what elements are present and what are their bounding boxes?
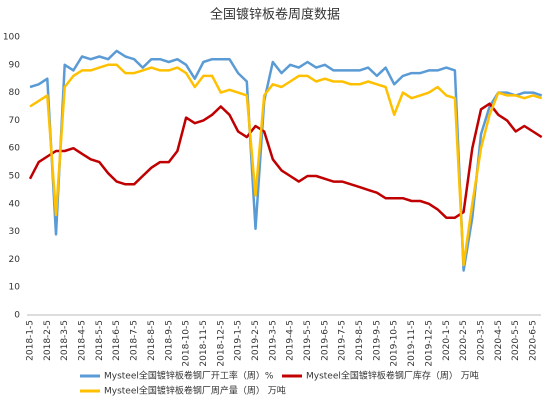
x-tick-label: 2020-4-5 [494,320,504,361]
y-tick-label: 100 [3,33,20,43]
x-tick-label: 2018-4-5 [78,320,88,361]
x-tick-label: 2018-12-5 [216,320,226,367]
x-tick-label: 2019-1-5 [234,320,244,361]
y-tick-label: 80 [9,88,21,98]
y-tick-label: 10 [9,283,21,293]
x-tick-label: 2019-9-5 [372,320,382,361]
legend-label: Mysteel全国镀锌板卷钢厂开工率（周）% [104,370,274,382]
x-tick-label: 2020-2-5 [459,320,469,361]
x-tick-label: 2019-11-5 [407,320,417,367]
series-line [29,63,543,267]
x-tick-label: 2019-2-5 [251,320,261,361]
y-tick-label: 40 [9,199,21,209]
x-tick-label: 2018-7-5 [130,320,140,361]
x-tick-label: 2019-4-5 [286,320,296,361]
x-tick-label: 2018-1-5 [26,320,36,361]
series-line [28,102,543,219]
x-tick-label: 2018-10-5 [182,320,192,367]
x-tick-label: 2019-12-5 [424,320,434,367]
x-tick-label: 2018-3-5 [60,320,70,361]
x-tick-label: 2020-5-5 [511,320,521,361]
x-tick-label: 2019-3-5 [268,320,278,361]
y-tick-label: 70 [9,116,21,126]
x-tick-label: 2020-3-5 [476,320,486,361]
legend-label: Mysteel全国镀锌板卷钢厂周产量（周） 万吨 [104,385,286,397]
y-tick-label: 20 [9,255,21,265]
x-tick-label: 2018-11-5 [199,320,209,367]
x-tick-label: 2020-1-5 [442,320,452,361]
legend-label: Mysteel全国镀锌板卷钢厂库存（周） 万吨 [306,370,479,382]
x-tick-label: 2019-8-5 [355,320,365,361]
x-tick-label: 2018-9-5 [164,320,174,361]
y-tick-label: 90 [9,60,21,70]
x-tick-label: 2020-6-5 [529,320,539,361]
y-tick-label: 30 [9,227,21,237]
x-tick-label: 2019-5-5 [303,320,313,361]
y-tick-label: 50 [9,172,21,182]
x-tick-label: 2019-7-5 [338,320,348,361]
x-tick-label: 2018-5-5 [95,320,105,361]
x-tick-label: 2018-6-5 [112,320,122,361]
x-tick-label: 2018-8-5 [147,320,157,361]
x-tick-label: 2018-2-5 [43,320,53,361]
x-tick-label: 2019-10-5 [390,320,400,367]
chart-title: 全国镀锌板卷周度数据 [210,7,340,23]
y-tick-label: 60 [9,144,21,154]
x-tick-label: 2019-6-5 [320,320,330,361]
y-tick-label: 0 [14,311,20,321]
